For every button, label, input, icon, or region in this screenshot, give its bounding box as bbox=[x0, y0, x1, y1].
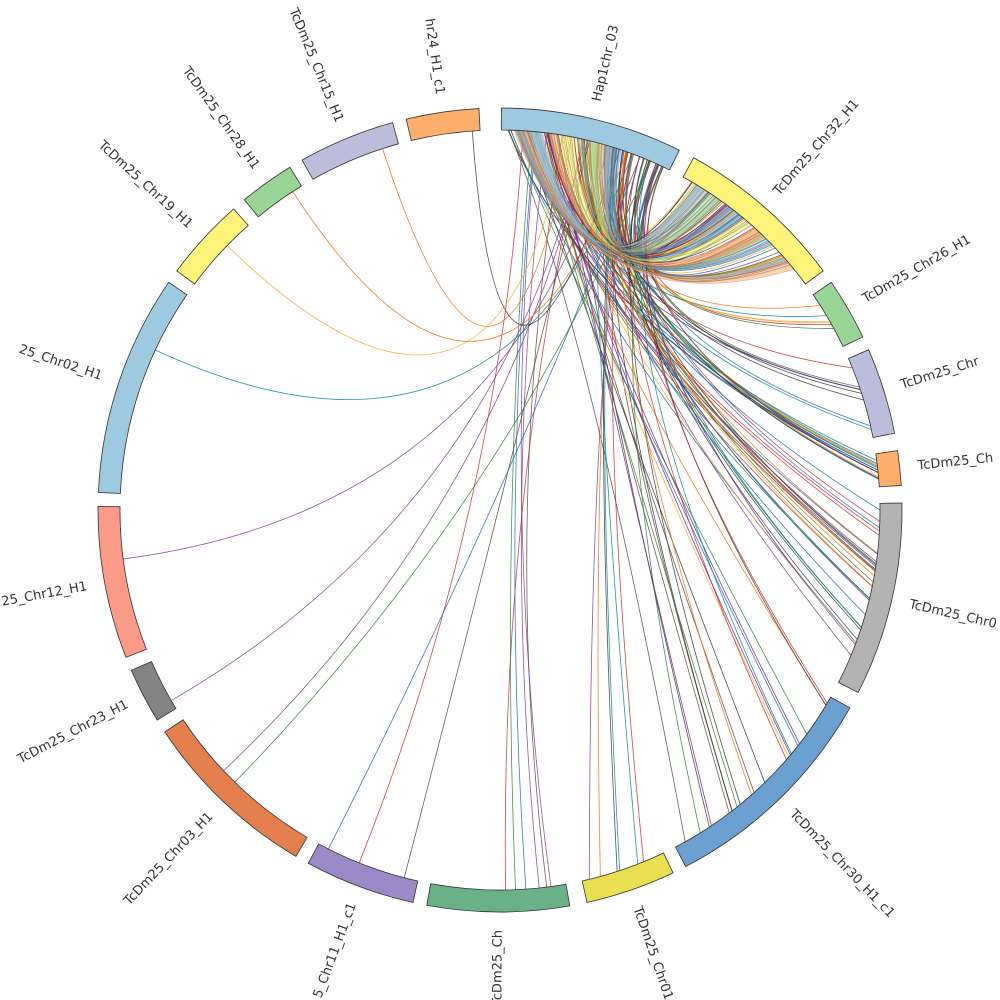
ribbon-layer bbox=[513, 130, 795, 284]
synteny-link bbox=[639, 163, 792, 754]
segment-label: TcDm25_Chr28_H1 bbox=[178, 63, 262, 172]
synteny-link bbox=[625, 154, 787, 760]
synteny-link bbox=[581, 138, 878, 554]
segment-arc bbox=[97, 281, 188, 494]
segment-label: 5_Chr11_H1_c1 bbox=[311, 901, 360, 1000]
synteny-link bbox=[171, 139, 586, 701]
segment-label: TcDm25_Chr bbox=[898, 354, 982, 393]
segment-layer bbox=[97, 107, 903, 913]
synteny-link bbox=[327, 156, 641, 850]
synteny-link bbox=[234, 160, 651, 783]
segment-arc bbox=[301, 122, 399, 180]
segment-label: TcDm25_Chr32_H1 bbox=[770, 97, 862, 200]
segment-arc bbox=[682, 157, 824, 285]
segment-label: TcDm25_Chr23_H1 bbox=[15, 697, 131, 767]
synteny-link bbox=[510, 131, 533, 890]
segment-label: TcDm25_Chr19_H1 bbox=[94, 137, 195, 231]
segment-arc bbox=[581, 852, 674, 903]
synteny-link bbox=[510, 130, 808, 735]
synteny-link bbox=[403, 140, 590, 878]
segment-arc bbox=[875, 450, 902, 488]
segment-label: hr24_H1_c1 bbox=[421, 17, 447, 95]
synteny-link bbox=[510, 130, 857, 643]
segment-label: TcDm25_Ch bbox=[916, 451, 994, 474]
synteny-link bbox=[588, 153, 633, 880]
synteny-link bbox=[526, 135, 563, 888]
synteny-link bbox=[615, 149, 858, 640]
synteny-link bbox=[223, 140, 589, 771]
synteny-link bbox=[508, 129, 686, 842]
synteny-link bbox=[641, 163, 828, 704]
segment-label: 25_Chr12_H1 bbox=[0, 579, 88, 610]
segment-arc bbox=[812, 281, 864, 347]
synteny-link bbox=[382, 136, 572, 327]
segment-arc bbox=[243, 166, 303, 218]
segment-arc bbox=[307, 843, 419, 903]
segment-label: TcDm25_Chr30_H1_c1 bbox=[786, 806, 898, 921]
synteny-link bbox=[522, 130, 766, 783]
segment-arc bbox=[674, 696, 851, 868]
segment-arc bbox=[405, 108, 481, 141]
segment-label: TcDm25_Chr26_H1 bbox=[859, 232, 973, 307]
synteny-link bbox=[597, 151, 627, 877]
segment-label: 25_Chr02_H1 bbox=[17, 342, 104, 384]
synteny-link bbox=[645, 166, 827, 706]
synteny-link bbox=[358, 130, 524, 864]
segment-label: Hap1chr_03 bbox=[590, 24, 623, 103]
synteny-link bbox=[226, 135, 566, 356]
segment-arc bbox=[176, 208, 249, 285]
synteny-link bbox=[123, 145, 610, 560]
synteny-link bbox=[514, 131, 536, 890]
segment-arc bbox=[500, 107, 680, 171]
synteny-link bbox=[520, 131, 552, 887]
synteny-link bbox=[629, 158, 741, 805]
segment-arc bbox=[130, 660, 177, 721]
segment-arc bbox=[164, 719, 308, 857]
segment-label: TcDm25_Chr01 bbox=[629, 904, 675, 1000]
segment-label: TcDm25_Chr0 bbox=[907, 597, 999, 632]
synteny-link bbox=[634, 158, 862, 394]
segment-arc bbox=[97, 506, 147, 658]
synteny-link bbox=[638, 160, 862, 628]
segment-arc bbox=[838, 502, 903, 694]
synteny-link bbox=[520, 132, 548, 889]
synteny-link bbox=[504, 139, 584, 890]
segment-arc bbox=[426, 883, 571, 913]
segment-label: TcDm25_Chr15_H1 bbox=[285, 5, 346, 125]
synteny-link bbox=[636, 159, 860, 388]
label-layer: Hap1chr_03 TcDm25_Chr32_H1 TcDm25_Chr26_H1… bbox=[0, 5, 998, 1000]
segment-arc bbox=[847, 349, 896, 438]
segment-label: TcDm25_Chr03_H1 bbox=[121, 809, 217, 909]
segment-label: TcDm25_Ch bbox=[490, 930, 505, 1000]
synteny-link bbox=[622, 151, 881, 522]
